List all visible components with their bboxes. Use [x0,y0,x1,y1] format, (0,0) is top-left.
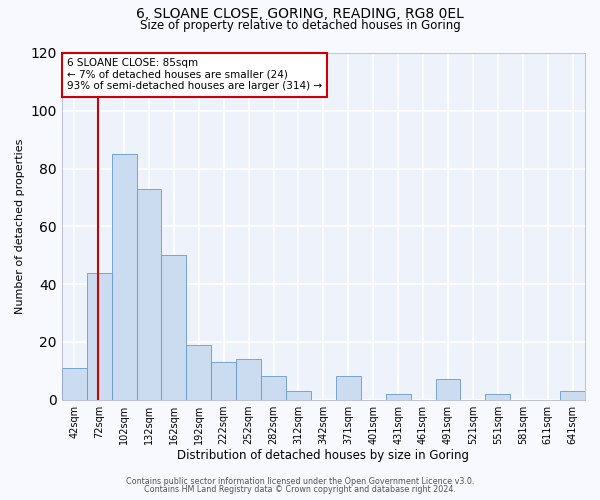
Bar [485,394,510,400]
Text: Size of property relative to detached houses in Goring: Size of property relative to detached ho… [140,18,460,32]
Text: 6 SLOANE CLOSE: 85sqm
← 7% of detached houses are smaller (24)
93% of semi-detac: 6 SLOANE CLOSE: 85sqm ← 7% of detached h… [67,58,322,92]
X-axis label: Distribution of detached houses by size in Goring: Distribution of detached houses by size … [178,450,469,462]
Bar [211,362,236,400]
Bar [62,368,87,400]
Text: 6, SLOANE CLOSE, GORING, READING, RG8 0EL: 6, SLOANE CLOSE, GORING, READING, RG8 0E… [136,8,464,22]
Bar [137,188,161,400]
Text: Contains HM Land Registry data © Crown copyright and database right 2024.: Contains HM Land Registry data © Crown c… [144,484,456,494]
Y-axis label: Number of detached properties: Number of detached properties [15,138,25,314]
Bar [261,376,286,400]
Bar [87,272,112,400]
Bar [187,344,211,400]
Bar [286,391,311,400]
Text: Contains public sector information licensed under the Open Government Licence v3: Contains public sector information licen… [126,478,474,486]
Bar [436,380,460,400]
Bar [560,391,585,400]
Bar [336,376,361,400]
Bar [386,394,410,400]
Bar [112,154,137,400]
Bar [236,359,261,400]
Bar [161,255,187,400]
